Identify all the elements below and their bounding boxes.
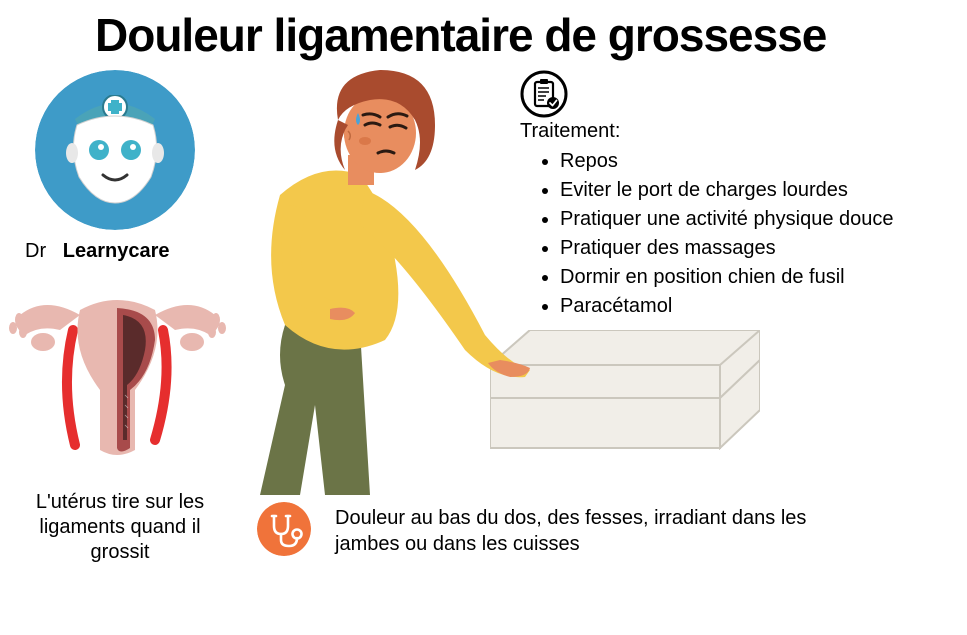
uterus-caption: L'utérus tire sur les ligaments quand il… [20,490,220,565]
treatment-item: Eviter le port de charges lourdes [560,176,950,205]
treatment-item: Dormir en position chien de fusil [560,263,950,292]
doctor-name: Learnycare [63,240,170,262]
page-title: Douleur ligamentaire de grossesse [95,8,826,62]
treatment-heading: Traitement: [520,120,950,143]
doctor-prefix: Dr [25,240,46,262]
stethoscope-icon [257,502,311,556]
robot-avatar-face [65,95,165,205]
treatment-section: Traitement: Repos Eviter le port de char… [520,120,950,321]
treatment-list: Repos Eviter le port de charges lourdes … [520,147,950,321]
treatment-item: Repos [560,147,950,176]
symptom-description: Douleur au bas du dos, des fesses, irrad… [335,505,855,557]
uterus-diagram [5,280,230,480]
treatment-item: Pratiquer des massages [560,234,950,263]
clipboard-icon [520,70,568,118]
treatment-item: Pratiquer une activité physique douce [560,205,950,234]
doctor-name-label: Dr Learnycare [25,240,170,263]
pregnant-woman-illustration [230,65,530,495]
table-illustration [490,330,760,450]
treatment-item: Paracétamol [560,292,950,321]
